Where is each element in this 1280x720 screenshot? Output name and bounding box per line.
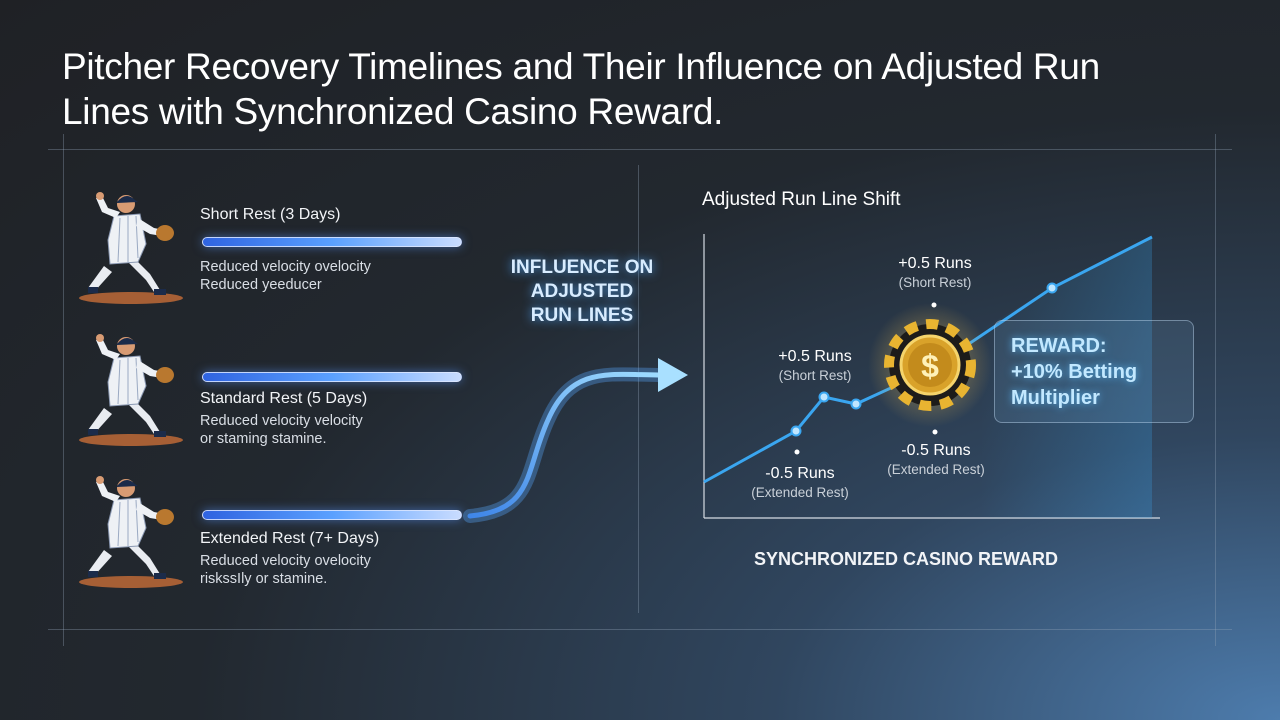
rest-bar bbox=[202, 510, 462, 520]
influence-line: INFLUENCE ON bbox=[510, 257, 654, 278]
data-point bbox=[790, 425, 802, 437]
annotation-value: +0.5 Runs bbox=[898, 255, 972, 272]
rest-label: Extended Rest (7+ Days) bbox=[200, 530, 380, 547]
marker-dot bbox=[932, 429, 938, 435]
annotation-sub: (Short Rest) bbox=[898, 275, 972, 290]
pitcher-icon bbox=[79, 334, 183, 446]
reward-line: +10% Betting bbox=[1011, 361, 1138, 383]
reward-text: REWARD: +10% Betting Multiplier bbox=[1011, 333, 1137, 411]
reward-line: Multiplier bbox=[1011, 387, 1100, 409]
casino-chip-icon: $ bbox=[868, 303, 992, 427]
run-annotation: +0.5 Runs (Short Rest) bbox=[778, 348, 851, 383]
run-annotation: -0.5 Runs (Extended Rest) bbox=[751, 465, 849, 500]
rest-label: Short Rest (3 Days) bbox=[200, 206, 341, 223]
reward-panel: REWARD: +10% Betting Multiplier bbox=[994, 320, 1194, 423]
data-point bbox=[818, 391, 830, 403]
run-annotation: -0.5 Runs (Extended Rest) bbox=[887, 442, 985, 477]
influence-label: INFLUENCE ON ADJUSTED RUN LINES bbox=[492, 256, 672, 328]
annotation-value: +0.5 Runs bbox=[778, 348, 852, 365]
frame-right-line bbox=[1215, 134, 1216, 646]
rest-bar bbox=[202, 237, 462, 247]
rest-row-short: Short Rest (3 Days) Reduced velocity ove… bbox=[76, 188, 476, 308]
data-point bbox=[850, 398, 862, 410]
annotation-value: -0.5 Runs bbox=[765, 465, 835, 482]
annotation-sub: (Short Rest) bbox=[778, 368, 852, 383]
footer-label: SYNCHRONIZED CASINO REWARD bbox=[754, 549, 1059, 569]
rest-desc-line: Reduced velocity ovelocity bbox=[200, 553, 371, 569]
pitcher-icon bbox=[79, 192, 183, 304]
rest-row-standard: Standard Rest (5 Days) Reduced velocity … bbox=[76, 330, 476, 450]
marker-dot bbox=[794, 449, 800, 455]
annotation-sub: (Extended Rest) bbox=[887, 462, 985, 477]
frame-divider-line bbox=[638, 165, 639, 613]
pitcher-icon bbox=[79, 476, 183, 588]
influence-line: ADJUSTED bbox=[530, 281, 634, 302]
frame-left-line bbox=[63, 134, 64, 646]
rest-desc-line: riskssIly or stamine. bbox=[200, 571, 328, 587]
data-point bbox=[1046, 282, 1058, 294]
run-annotation: +0.5 Runs (Short Rest) bbox=[898, 255, 971, 290]
influence-line: RUN LINES bbox=[530, 305, 634, 326]
rest-desc-line: Reduced velocity ovelocity bbox=[200, 259, 371, 275]
chart-title: Adjusted Run Line Shift bbox=[702, 189, 901, 210]
rest-desc-line: Reduced yeeducer bbox=[200, 277, 322, 293]
rest-desc-line: Reduced velocity velocity bbox=[200, 413, 363, 429]
rest-label: Standard Rest (5 Days) bbox=[200, 390, 368, 407]
rest-bar bbox=[202, 372, 462, 382]
rest-row-extended: Extended Rest (7+ Days) Reduced velocity… bbox=[76, 472, 476, 592]
frame-bottom-line bbox=[48, 629, 1232, 630]
annotation-sub: (Extended Rest) bbox=[751, 485, 849, 500]
page-title: Pitcher Recovery Timelines and Their Inf… bbox=[62, 46, 1100, 132]
reward-line: REWARD: bbox=[1011, 335, 1107, 357]
svg-text:$: $ bbox=[921, 348, 939, 384]
frame-top-line bbox=[48, 149, 1232, 150]
rest-desc-line: or staming stamine. bbox=[200, 431, 327, 447]
annotation-value: -0.5 Runs bbox=[901, 442, 971, 459]
